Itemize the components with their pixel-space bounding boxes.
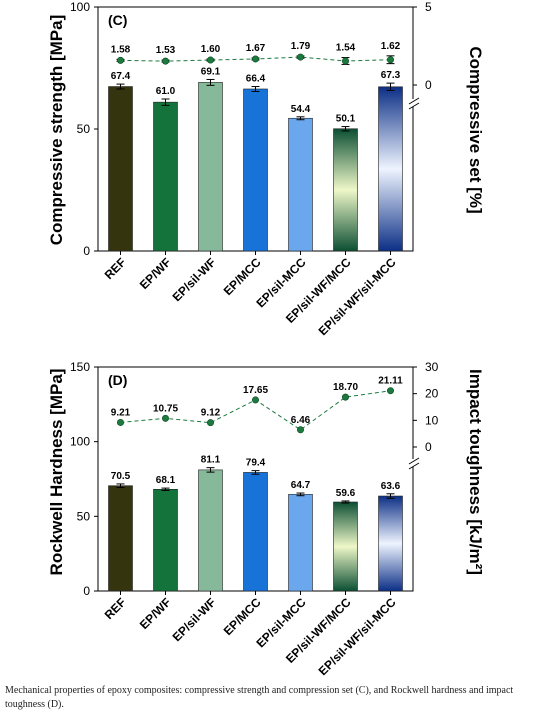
panel-d-ylabel-right: Impact toughness [kJ/m²] (466, 369, 485, 575)
panel-d-line-value-label: 10.75 (153, 403, 178, 414)
panel-c-bar-value-label: 66.4 (246, 74, 266, 85)
panel-d-bar-value-label: 68.1 (156, 475, 176, 486)
panel-d-line-value-label: 17.65 (243, 385, 268, 396)
panel-c-bar-value-label: 54.4 (291, 104, 311, 115)
panel-d-x-tick-label: EP/WF (137, 595, 174, 632)
panel-c-bar (378, 86, 403, 252)
panel-d-bar-value-label: 79.4 (246, 458, 266, 469)
panel-c-line-point (386, 56, 394, 64)
panel-d-right-tick-label: 0 (425, 440, 432, 454)
panel-d-right-tick-label: 10 (425, 413, 439, 427)
panel-d-x-tick-label: EP/sil-WF/sil-MCC (316, 595, 399, 678)
panel-d-right-tick-label: 20 (425, 387, 439, 401)
panel-c-bar-value-label: 50.1 (336, 114, 356, 125)
panel-d-bar (198, 469, 223, 592)
panel-c-line-value-label: 1.60 (201, 44, 221, 55)
panel-c-axis-break-mark (408, 97, 420, 105)
figure-caption: Mechanical properties of epoxy composite… (5, 685, 514, 710)
panel-d-label: (D) (108, 372, 127, 388)
panel-d-right-tick-label: 30 (425, 360, 439, 374)
panel-d-left-tick-label: 0 (83, 584, 90, 598)
panel-c-bar (198, 82, 223, 252)
panel-c-line-value-label: 1.62 (381, 41, 401, 52)
panel-c-bar-value-label: 67.4 (111, 71, 131, 82)
panel-c-x-tick-label: REF (102, 255, 129, 282)
panel-c-axis-break-mark (408, 102, 420, 110)
panel-c-line-point (296, 53, 304, 61)
panel-c-bar-value-label: 69.1 (201, 66, 221, 77)
panel-d-bar (243, 472, 268, 592)
panel-d-bar (108, 485, 133, 592)
panel-d-line-value-label: 9.21 (111, 407, 131, 418)
panel-d-line-value-label: 18.70 (333, 382, 358, 393)
panel-d-bar-value-label: 81.1 (201, 455, 221, 466)
panel-d-ylabel-left: Rockwell Hardness [MPa] (47, 369, 66, 576)
panel-c-bar (288, 117, 313, 252)
panel-d-line-point (341, 393, 349, 401)
panel-c-line-value-label: 1.67 (246, 43, 266, 54)
panel-c-line-point (252, 55, 260, 63)
panel-c-line-value-label: 1.54 (336, 43, 356, 54)
panel-c-label: (C) (108, 12, 127, 28)
panel-d-bar (333, 501, 358, 592)
panel-c-line-value-label: 1.79 (291, 41, 311, 52)
panel-d-line-point (117, 418, 125, 426)
panel-c-line-point (341, 57, 349, 65)
panel-d-axis-break-mask (410, 459, 418, 467)
panel-c-line-point (207, 56, 215, 64)
panel-d-left-tick-label: 150 (70, 360, 90, 374)
panel-c-x-tick-label: EP/MCC (221, 255, 264, 298)
panel-d-bar-value-label: 64.7 (291, 480, 311, 491)
panel-d-line-value-label: 6.46 (291, 415, 311, 426)
panel-c-line-value-label: 1.53 (156, 45, 176, 56)
panel-d-line-point (162, 414, 170, 422)
panel-c-ylabel-left: Compressive strength [MPa] (47, 15, 66, 246)
panel-c-x-tick-label: EP/sil-WF/sil-MCC (316, 255, 399, 338)
panel-d-line-point (296, 426, 304, 434)
panel-d-bar-value-label: 70.5 (111, 471, 131, 482)
panel-d-left-tick-label: 100 (70, 435, 90, 449)
panel-d-bar (288, 494, 313, 592)
panel-d-line-value-label: 9.12 (201, 408, 221, 419)
panel-d-axis-break-mark (408, 457, 420, 465)
panel-d-left-tick-label: 50 (77, 509, 91, 523)
panel-d-line-point (207, 419, 215, 427)
panel-c-bar (243, 88, 268, 252)
panel-c-ylabel-right: Compressive set [%] (466, 46, 485, 213)
panel-c-right-tick-label: 0 (425, 78, 432, 92)
panel-d-bar-value-label: 59.6 (336, 488, 356, 499)
panel-d-line-point (252, 396, 260, 404)
panel-c-line-point (162, 57, 170, 65)
panel-c-bar-value-label: 67.3 (381, 70, 401, 81)
panel-c-axis-break-mask (410, 99, 418, 107)
panel-d-line-value-label: 21.11 (378, 376, 403, 387)
panel-c-left-tick-label: 0 (83, 244, 90, 258)
panel-c-bar-value-label: 61.0 (156, 86, 176, 97)
panel-d-bar (378, 495, 403, 592)
panel-d-x-tick-label: EP/sil-WF (170, 595, 219, 644)
panel-c-x-tick-label: EP/sil-WF (170, 255, 219, 304)
panel-c-line-point (117, 56, 125, 64)
panel-d-x-tick-label: REF (102, 595, 129, 622)
panel-c-bar (153, 101, 178, 252)
panel-d-bar (153, 489, 178, 592)
panel-d-x-tick-label: EP/MCC (221, 595, 264, 638)
panel-c-line-value-label: 1.58 (111, 44, 131, 55)
panel-c-bar (108, 86, 133, 252)
panel-d-bar-value-label: 63.6 (381, 481, 401, 492)
panel-c-left-tick-label: 50 (77, 122, 91, 136)
panel-c-bar (333, 128, 358, 252)
panel-d-axis-break-mark (408, 462, 420, 470)
panel-c-x-tick-label: EP/WF (137, 255, 174, 292)
panel-c-right-tick-label: 5 (425, 0, 432, 14)
panel-d-line-point (386, 387, 394, 395)
panel-c-left-tick-label: 100 (70, 0, 90, 14)
